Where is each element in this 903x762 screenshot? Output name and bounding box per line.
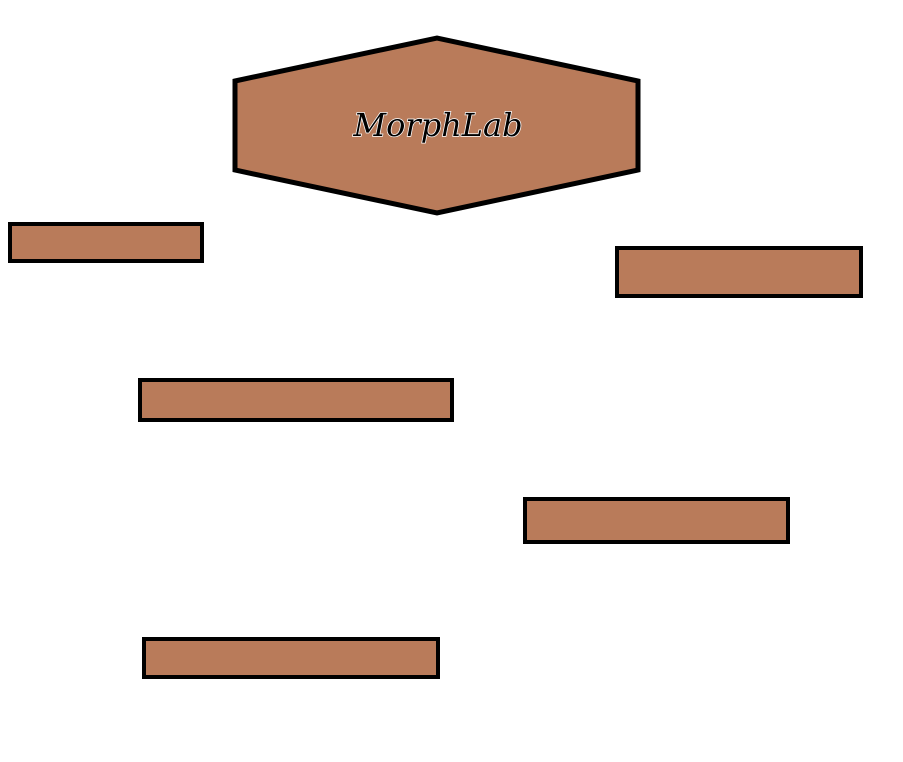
platform[interactable] [8,222,204,263]
logo-text: MorphLab [352,106,522,144]
platform[interactable] [523,497,790,544]
platform[interactable] [142,637,440,679]
platform[interactable] [615,246,863,298]
logo-badge[interactable]: MorphLab [232,35,641,216]
platform[interactable] [138,378,454,422]
logo-hexagon-shape [232,35,641,216]
